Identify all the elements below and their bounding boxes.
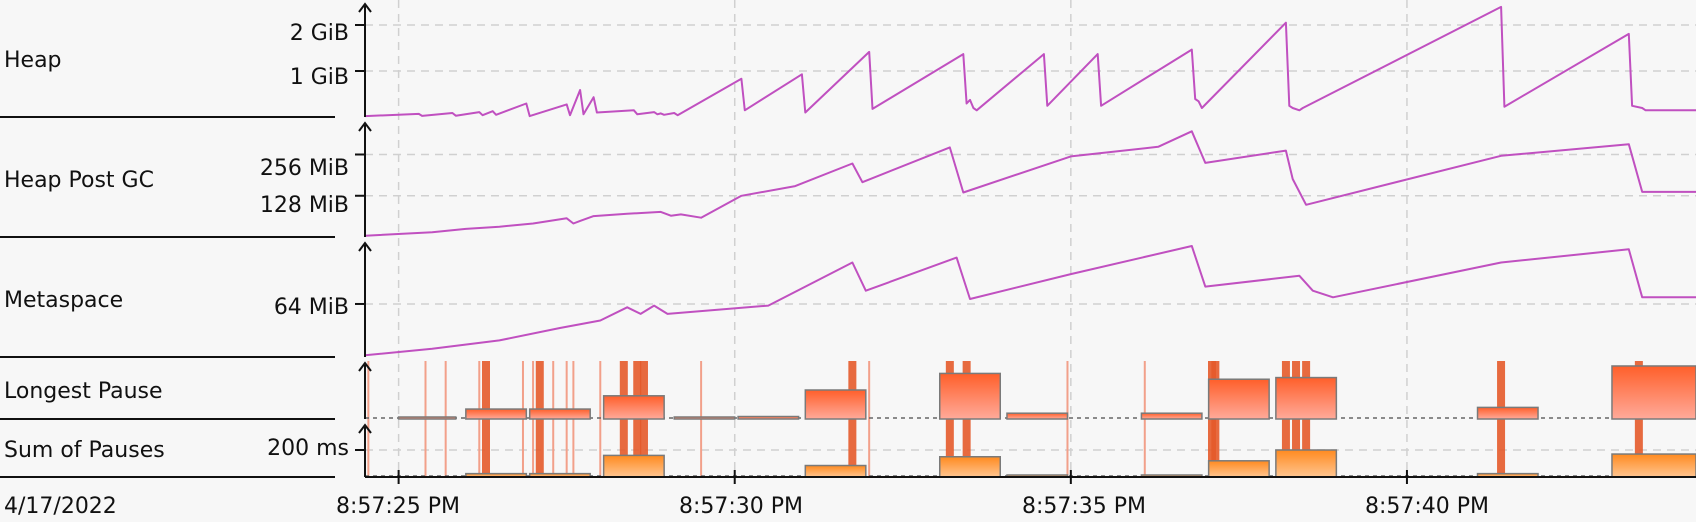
- panel-label-heap-post-gc: Heap Post GC: [4, 168, 154, 193]
- pause-bar: [602, 454, 665, 478]
- pause-bar: [939, 372, 1001, 420]
- pause-bar: [939, 456, 1001, 478]
- series: [364, 5, 1696, 478]
- series-line-2: [364, 245, 1696, 357]
- pause-bar: [1611, 453, 1696, 478]
- pause-bar: [1275, 376, 1338, 420]
- x-tick-label: 8:57:35 PM: [1022, 494, 1146, 519]
- axes: [0, 2, 1696, 484]
- pause-bar: [1140, 412, 1203, 420]
- date-label: 4/17/2022: [4, 494, 117, 519]
- pause-bar: [1207, 378, 1270, 420]
- pause-bar: [602, 395, 665, 420]
- pause-bar: [1611, 365, 1696, 420]
- gc-marker-thin: [367, 361, 370, 477]
- series-line-1: [364, 130, 1696, 237]
- y-tick-label: 64 MiB: [274, 295, 349, 320]
- panel-label-longest-pause: Longest Pause: [4, 379, 163, 404]
- pause-bar: [465, 408, 528, 420]
- pause-bar: [397, 416, 457, 420]
- pause-bar: [1006, 412, 1069, 420]
- y-tick-label: 1 GiB: [290, 65, 349, 90]
- y-tick-label: 128 MiB: [260, 193, 349, 218]
- x-tick-label: 8:57:40 PM: [1365, 494, 1489, 519]
- panel-label-metaspace: Metaspace: [4, 288, 123, 313]
- panel-label-sum-of-pauses: Sum of Pauses: [4, 438, 165, 463]
- grid: [365, 0, 1696, 477]
- pause-bar: [737, 415, 800, 420]
- y-tick-label: 256 MiB: [260, 156, 349, 181]
- y-axis-arrow: [358, 361, 372, 372]
- x-tick-label: 8:57:25 PM: [336, 494, 460, 519]
- y-tick-label: 200 ms: [267, 436, 349, 461]
- pause-bar: [528, 408, 591, 420]
- y-axis-arrow: [358, 423, 372, 434]
- y-axis-arrow: [358, 121, 372, 132]
- y-axis-arrow: [358, 2, 372, 13]
- pause-bar: [1476, 406, 1539, 420]
- gc-marker-thin: [599, 361, 602, 477]
- panel-label-heap: Heap: [4, 48, 62, 73]
- pause-bar: [1275, 449, 1338, 478]
- pause-bar: [804, 464, 867, 478]
- pause-bar: [673, 416, 736, 420]
- x-tick-label: 8:57:30 PM: [679, 494, 803, 519]
- series-line-0: [364, 5, 1696, 118]
- y-axis-arrow: [358, 241, 372, 252]
- pause-bar: [1207, 460, 1270, 478]
- y-tick-label: 2 GiB: [290, 21, 349, 46]
- pause-bar: [804, 389, 867, 420]
- gc-marker-thin: [868, 361, 871, 477]
